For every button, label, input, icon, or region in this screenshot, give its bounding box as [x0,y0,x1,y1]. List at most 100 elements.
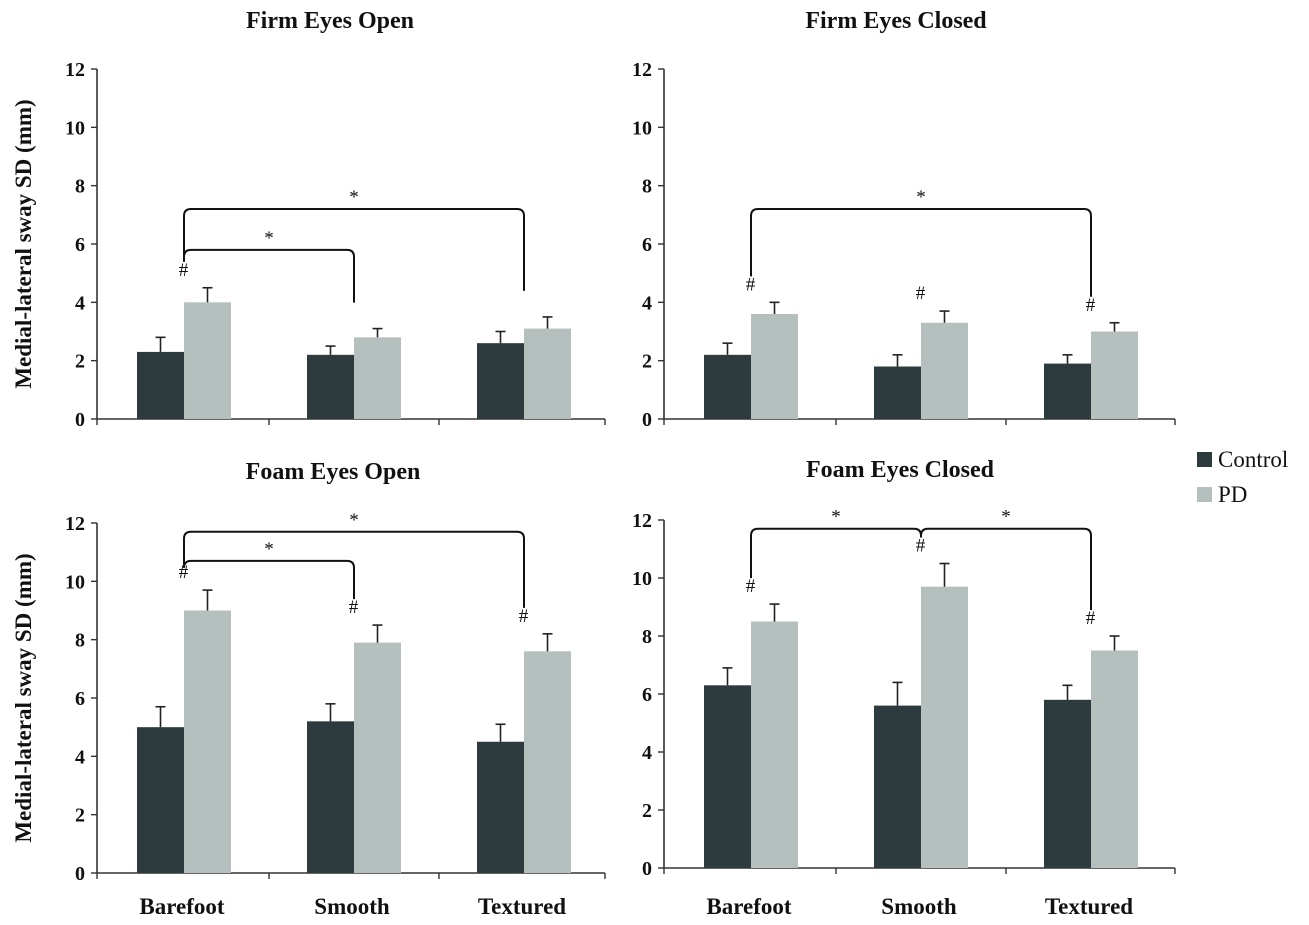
y-tick-label: 2 [75,805,85,827]
significance-star: * [264,539,274,560]
y-tick-label: 0 [75,409,85,431]
significance-hash-mark: # [746,274,756,295]
legend: Control PD [1197,447,1288,507]
y-tick-label: 12 [632,510,652,532]
bar-pd-textured [1091,650,1138,868]
significance-hash-mark: # [916,536,926,557]
significance-bracket [750,527,922,579]
significance-bracket [183,208,525,291]
significance-hash-mark: # [1086,608,1096,629]
panel-title-firm-eyes-open: Firm Eyes Open [246,8,414,34]
bar-control-barefoot [704,354,751,419]
bar-pd-textured [1091,331,1138,419]
y-tick-label: 0 [642,858,652,880]
significance-star: * [264,228,274,249]
bar-pd-barefoot [751,621,798,868]
panel-title-foam-eyes-closed: Foam Eyes Closed [806,457,995,483]
bar-control-smooth [874,366,921,419]
bar-pd-barefoot [184,302,231,419]
legend-label-control: Control [1218,447,1288,472]
y-tick-label: 2 [642,351,652,373]
y-tick-label: 0 [75,863,85,885]
y-tick-label: 10 [632,117,652,139]
bar-pd-textured [524,651,571,873]
y-tick-label: 4 [642,742,652,764]
bar-pd-smooth [354,337,401,419]
y-tick-label: 12 [632,59,652,81]
bar-control-textured [477,741,524,873]
significance-hash-mark: # [746,576,756,597]
significance-star: * [916,187,926,208]
y-tick-label: 8 [642,176,652,198]
y-tick-label: 10 [632,568,652,590]
bar-control-smooth [307,354,354,419]
legend-swatch-control [1197,452,1212,467]
y-tick-label: 2 [642,800,652,822]
panel-firm-eyes-closed: 0 2 4 6 8 10 12 # # # * [632,59,1176,431]
category-label-textured-right: Textured [1045,894,1133,919]
bar-pd-smooth [921,586,968,868]
category-label-smooth-right: Smooth [881,894,957,919]
bar-control-textured [1044,699,1091,868]
y-tick-label: 6 [642,234,652,256]
legend-label-pd: PD [1218,482,1247,507]
y-tick-label: 6 [75,688,85,710]
y-tick-label: 8 [75,176,85,198]
bar-pd-barefoot [751,314,798,419]
panel-foam-eyes-closed: 0 2 4 6 8 10 12 # # # * * [632,507,1176,880]
significance-star: * [349,187,359,208]
significance-star: * [1001,507,1011,528]
significance-hash-mark: # [1086,295,1096,316]
category-label-smooth-left: Smooth [314,894,390,919]
bar-control-barefoot [137,351,184,419]
significance-hash-mark: # [349,597,359,618]
significance-bracket [920,527,1092,610]
y-tick-label: 6 [642,684,652,706]
significance-hash-mark: # [179,562,189,583]
significance-bracket [183,530,525,608]
y-tick-label: 10 [65,571,85,593]
bar-control-textured [477,343,524,419]
panel-foam-eyes-open: 0 2 4 6 8 10 12 # # # * * [65,510,606,885]
y-tick-label: 0 [642,409,652,431]
bar-pd-smooth [354,642,401,873]
y-tick-label: 12 [65,59,85,81]
bar-control-textured [1044,363,1091,419]
y-tick-label: 6 [75,234,85,256]
bar-control-barefoot [137,727,184,873]
bar-control-smooth [874,705,921,868]
bar-control-barefoot [704,685,751,868]
y-tick-label: 4 [75,292,85,314]
category-label-barefoot-right: Barefoot [706,894,792,919]
y-axis-title-top: Medial-lateral sway SD (mm) [11,99,36,388]
y-tick-label: 10 [65,117,85,139]
category-label-textured-left: Textured [478,894,566,919]
significance-star: * [349,510,359,531]
y-tick-label: 4 [75,746,85,768]
y-tick-label: 12 [65,513,85,535]
bar-pd-textured [524,328,571,419]
significance-hash-mark: # [179,260,189,281]
bar-pd-smooth [921,322,968,419]
y-axis-title-bottom: Medial-lateral sway SD (mm) [11,553,36,842]
significance-bracket [183,248,355,303]
significance-hash-mark: # [519,606,529,627]
bar-control-smooth [307,721,354,873]
category-label-barefoot-left: Barefoot [139,894,225,919]
significance-star: * [831,507,841,528]
panel-title-foam-eyes-open: Foam Eyes Open [246,459,421,485]
y-tick-label: 2 [75,351,85,373]
legend-swatch-pd [1197,487,1212,502]
significance-hash-mark: # [916,283,926,304]
bar-pd-barefoot [184,610,231,873]
y-tick-label: 8 [642,626,652,648]
y-tick-label: 8 [75,630,85,652]
panel-title-firm-eyes-closed: Firm Eyes Closed [805,8,987,34]
panel-firm-eyes-open: 0 2 4 6 8 10 12 # * * [65,59,606,431]
y-tick-label: 4 [642,292,652,314]
significance-bracket [183,559,355,600]
significance-bracket [750,208,1092,297]
